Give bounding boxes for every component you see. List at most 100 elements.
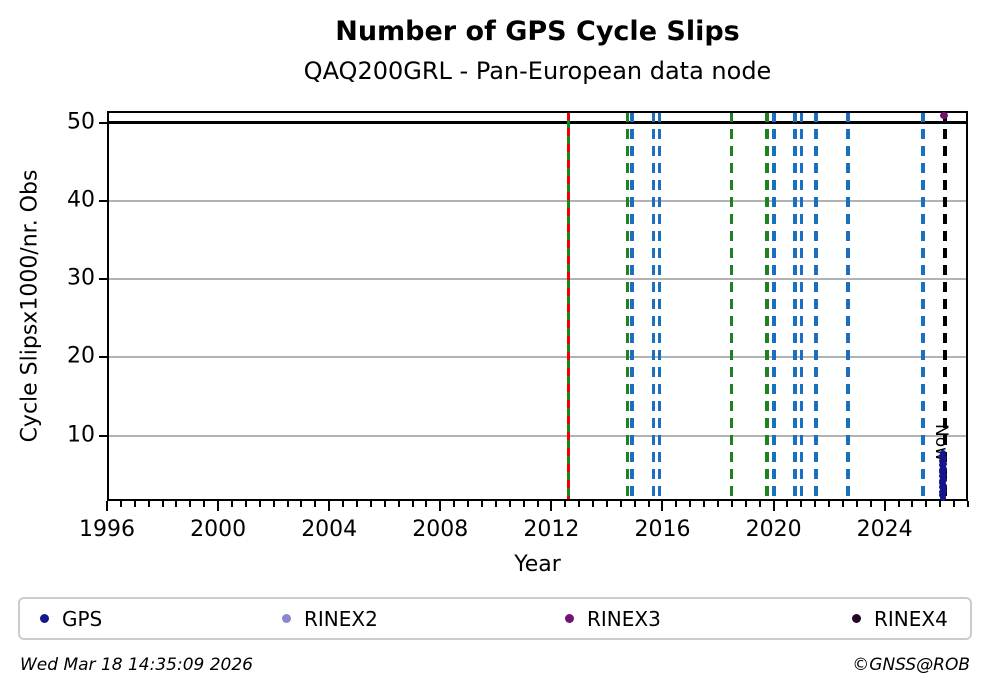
- legend-label-gps: GPS: [62, 606, 103, 631]
- y-tick-label: 30: [67, 265, 95, 291]
- x-tick-minor: [925, 501, 928, 507]
- event-line-green: [625, 112, 630, 500]
- x-tick-major: [439, 501, 442, 511]
- legend-item-gps: GPS: [40, 607, 102, 631]
- x-tick-minor: [897, 501, 900, 507]
- y-tick-label: 20: [67, 343, 95, 369]
- x-tick-major: [328, 501, 331, 511]
- chart-subtitle: QAQ200GRL - Pan-European data node: [303, 57, 772, 85]
- chart-title: Number of GPS Cycle Slips: [335, 16, 740, 47]
- x-tick-minor: [480, 501, 483, 507]
- event-line-blue: [657, 112, 662, 500]
- event-line-blue: [846, 112, 850, 500]
- event-line-blue: [793, 112, 797, 500]
- x-tick-minor: [842, 501, 845, 507]
- legend-item-rinex2: RINEX2: [282, 607, 378, 631]
- x-tick-label: 2012: [523, 517, 580, 542]
- x-tick-minor: [967, 501, 969, 507]
- x-tick-minor: [689, 501, 692, 507]
- x-tick-minor: [175, 501, 178, 507]
- x-tick-minor: [717, 501, 720, 507]
- rinex3-data-point: [939, 111, 948, 119]
- x-tick-minor: [536, 501, 539, 507]
- x-tick-label: 2016: [634, 517, 691, 542]
- event-line-blue: [921, 112, 925, 500]
- x-tick-minor: [147, 501, 150, 507]
- x-tick-label: 1996: [79, 517, 135, 542]
- legend-label-rinex2: RINEX2: [304, 606, 378, 631]
- x-tick-minor: [619, 501, 622, 507]
- x-tick-minor: [744, 501, 747, 507]
- x-tick-minor: [703, 501, 706, 507]
- y-gridline: [108, 278, 966, 281]
- x-tick-minor: [258, 501, 261, 507]
- y-gridline: [108, 356, 966, 359]
- y-tick-mark: [99, 356, 107, 359]
- y-tick-mark: [99, 121, 107, 124]
- x-tick-minor: [522, 501, 525, 507]
- x-tick-major: [661, 501, 664, 511]
- x-tick-minor: [383, 501, 386, 507]
- x-tick-major: [550, 501, 553, 511]
- x-tick-minor: [786, 501, 789, 507]
- y-gridline: [108, 434, 966, 437]
- x-tick-minor: [730, 501, 733, 507]
- x-tick-minor: [342, 501, 345, 507]
- rinex2-marker-icon: [282, 614, 291, 623]
- gps-marker-icon: [40, 614, 49, 623]
- y-tick-label: 50: [67, 108, 95, 134]
- x-tick-minor: [814, 501, 817, 507]
- x-tick-minor: [675, 501, 678, 507]
- x-tick-label: 2000: [190, 517, 247, 542]
- x-tick-minor: [300, 501, 303, 507]
- x-tick-major: [217, 501, 220, 511]
- x-tick-minor: [453, 501, 456, 507]
- rinex4-marker-icon: [852, 614, 861, 623]
- legend-label-rinex4: RINEX4: [874, 606, 948, 631]
- x-tick-minor: [578, 501, 581, 507]
- x-tick-minor: [953, 501, 956, 507]
- y-tick-mark: [99, 199, 107, 202]
- x-tick-minor: [494, 501, 497, 507]
- x-tick-minor: [828, 501, 831, 507]
- now-line: [943, 112, 947, 500]
- x-tick-minor: [314, 501, 317, 507]
- x-tick-minor: [411, 501, 414, 507]
- x-tick-minor: [911, 501, 914, 507]
- y-tick-mark: [99, 278, 107, 281]
- event-line-red-overlay: [566, 112, 571, 500]
- threshold-line-50: [107, 121, 968, 125]
- event-line-blue: [799, 112, 804, 500]
- x-tick-label: 2024: [856, 517, 913, 542]
- x-tick-minor: [425, 501, 428, 507]
- x-tick-minor: [286, 501, 289, 507]
- x-tick-minor: [647, 501, 650, 507]
- x-tick-minor: [633, 501, 636, 507]
- credit-text: ©GNSS@ROB: [852, 655, 970, 675]
- plot-frame: [107, 111, 968, 501]
- x-axis-label: Year: [514, 552, 561, 577]
- x-tick-major: [883, 501, 886, 511]
- x-tick-minor: [564, 501, 567, 507]
- y-tick-label: 40: [67, 187, 95, 213]
- legend-item-rinex3: RINEX3: [565, 607, 661, 631]
- event-line-blue: [772, 112, 776, 500]
- x-tick-minor: [758, 501, 761, 507]
- x-tick-minor: [800, 501, 803, 507]
- rinex3-marker-icon: [565, 614, 574, 623]
- x-tick-minor: [244, 501, 247, 507]
- x-tick-label: 2004: [301, 517, 358, 542]
- x-tick-minor: [189, 501, 192, 507]
- x-tick-minor: [855, 501, 858, 507]
- x-tick-minor: [161, 501, 164, 507]
- x-tick-minor: [203, 501, 206, 507]
- x-tick-minor: [508, 501, 511, 507]
- x-tick-minor: [592, 501, 595, 507]
- y-tick-label: 10: [67, 421, 95, 447]
- event-line-blue: [651, 112, 656, 500]
- x-tick-minor: [119, 501, 122, 507]
- legend-item-rinex4: RINEX4: [852, 607, 948, 631]
- x-tick-label: 2008: [412, 517, 469, 542]
- x-tick-minor: [230, 501, 233, 507]
- x-tick-major: [106, 501, 108, 511]
